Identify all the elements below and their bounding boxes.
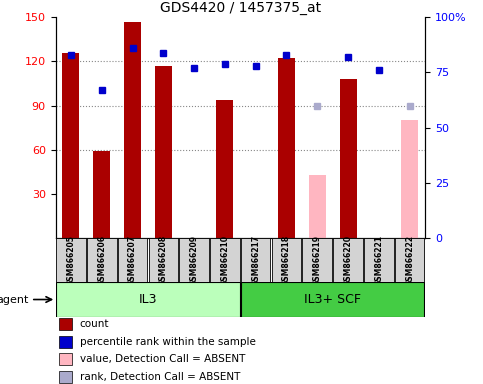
Bar	[340, 79, 356, 238]
Text: GSM866207: GSM866207	[128, 235, 137, 286]
Bar	[62, 53, 79, 238]
FancyBboxPatch shape	[149, 238, 178, 282]
FancyBboxPatch shape	[179, 238, 209, 282]
Text: count: count	[80, 319, 109, 329]
Text: percentile rank within the sample: percentile rank within the sample	[80, 337, 256, 347]
Text: GSM866206: GSM866206	[97, 235, 106, 286]
Text: GSM866222: GSM866222	[405, 235, 414, 286]
FancyBboxPatch shape	[333, 238, 363, 282]
FancyBboxPatch shape	[87, 238, 116, 282]
Bar	[216, 100, 233, 238]
Text: GSM866208: GSM866208	[159, 235, 168, 286]
FancyBboxPatch shape	[118, 238, 147, 282]
Text: GSM866217: GSM866217	[251, 235, 260, 286]
Bar	[93, 151, 110, 238]
Text: GSM866210: GSM866210	[220, 235, 229, 286]
Text: GSM866220: GSM866220	[343, 235, 353, 286]
Text: GSM866205: GSM866205	[67, 235, 75, 286]
Bar	[59, 336, 72, 348]
FancyBboxPatch shape	[302, 238, 332, 282]
FancyBboxPatch shape	[210, 238, 240, 282]
Bar	[124, 22, 141, 238]
FancyBboxPatch shape	[56, 282, 240, 317]
Text: value, Detection Call = ABSENT: value, Detection Call = ABSENT	[80, 354, 245, 364]
FancyBboxPatch shape	[241, 238, 270, 282]
Bar	[278, 58, 295, 238]
Text: GSM866219: GSM866219	[313, 235, 322, 286]
Bar	[155, 66, 172, 238]
Text: IL3+ SCF: IL3+ SCF	[304, 293, 361, 306]
Text: GSM866209: GSM866209	[190, 235, 199, 286]
Title: GDS4420 / 1457375_at: GDS4420 / 1457375_at	[160, 1, 321, 15]
FancyBboxPatch shape	[364, 238, 394, 282]
Text: GSM866218: GSM866218	[282, 235, 291, 286]
Bar	[59, 353, 72, 365]
Bar	[401, 120, 418, 238]
Bar	[59, 371, 72, 382]
Bar	[309, 175, 326, 238]
FancyBboxPatch shape	[395, 238, 425, 282]
Bar	[59, 318, 72, 330]
FancyBboxPatch shape	[272, 238, 301, 282]
FancyBboxPatch shape	[241, 282, 425, 317]
FancyBboxPatch shape	[56, 238, 85, 282]
Text: GSM866221: GSM866221	[374, 235, 384, 286]
Text: IL3: IL3	[139, 293, 157, 306]
Text: rank, Detection Call = ABSENT: rank, Detection Call = ABSENT	[80, 372, 240, 382]
Text: agent: agent	[0, 295, 28, 305]
